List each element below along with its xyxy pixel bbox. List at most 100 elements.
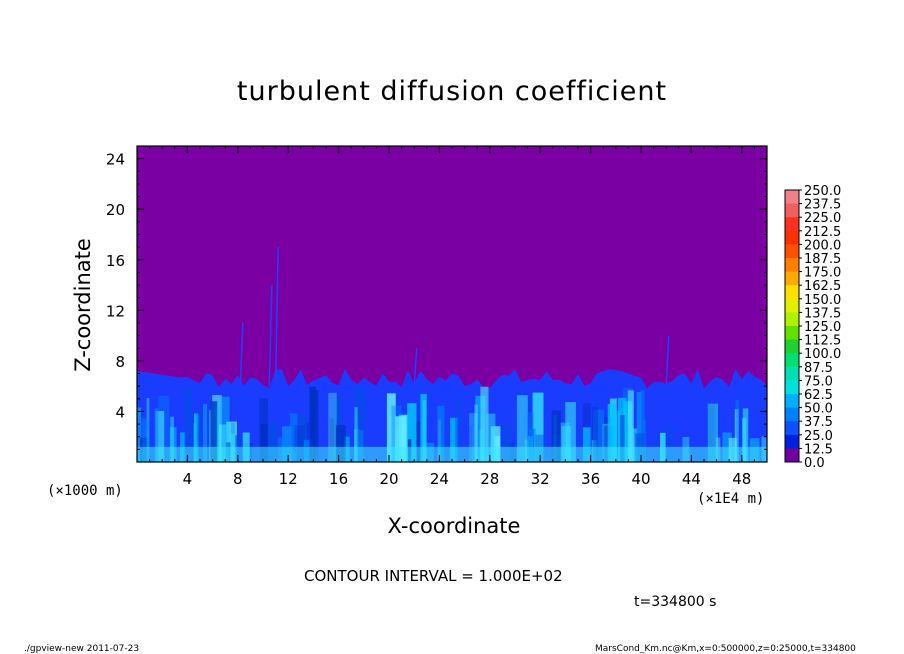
colorbar-cell bbox=[785, 366, 799, 381]
turbulence-filament bbox=[274, 247, 279, 387]
plume-streak bbox=[480, 386, 489, 462]
colorbar-tick-label: 75.0 bbox=[804, 374, 833, 389]
colorbar-tick-label: 112.5 bbox=[804, 334, 841, 349]
plume-streak bbox=[707, 403, 718, 462]
footer-left: ./gpview-new 2011-07-23 bbox=[24, 644, 140, 654]
colorbar-tick-label: 62.5 bbox=[804, 388, 833, 403]
plume-streak bbox=[294, 425, 305, 462]
plume-streak bbox=[502, 423, 513, 462]
turbulence-filament bbox=[268, 285, 273, 387]
colorbar-tick-label: 37.5 bbox=[804, 415, 833, 430]
plume-streak bbox=[516, 395, 528, 462]
turbulence-filament bbox=[665, 335, 670, 387]
footer-right: MarsCond_Km.nc@Km,x=0:500000,z=0:25000,t… bbox=[595, 644, 856, 654]
plume-streak bbox=[260, 424, 268, 462]
plume-streak bbox=[196, 409, 203, 462]
plume-streak bbox=[592, 407, 599, 462]
x-tick-label: 44 bbox=[682, 470, 701, 488]
plume-streak bbox=[627, 390, 634, 462]
plume-streak bbox=[335, 425, 346, 462]
plume-streak bbox=[479, 429, 485, 462]
plume-streak bbox=[146, 398, 150, 462]
plume-streak bbox=[194, 413, 199, 462]
time-label: t=334800 s bbox=[634, 594, 717, 610]
colorbar-tick-label: 187.5 bbox=[804, 252, 841, 267]
plume-streak bbox=[328, 392, 337, 462]
plume-streak bbox=[735, 400, 739, 462]
plume-streak bbox=[422, 400, 426, 462]
colorbar-tick-label: 162.5 bbox=[804, 279, 841, 294]
colorbar-cell bbox=[785, 407, 799, 422]
colorbar-cell bbox=[785, 298, 799, 313]
colorbar-tick-label: 125.0 bbox=[804, 320, 841, 335]
plume-streak bbox=[158, 395, 170, 462]
plume-streak bbox=[218, 424, 226, 462]
plume-streak bbox=[155, 411, 165, 462]
colorbar-cell bbox=[785, 217, 799, 232]
plume-streak bbox=[607, 404, 616, 462]
chart-title: turbulent diffusion coefficient bbox=[236, 76, 668, 107]
colorbar-tick-label: 50.0 bbox=[804, 402, 833, 417]
colorbar-tick-label: 25.0 bbox=[804, 429, 833, 444]
x-tick-label: 28 bbox=[480, 470, 499, 488]
plume-streak bbox=[593, 409, 605, 462]
plume-streak bbox=[184, 387, 192, 462]
plume-streak bbox=[742, 417, 747, 462]
x-tick-label: 4 bbox=[183, 470, 193, 488]
colorbar-cell bbox=[785, 326, 799, 341]
plume-streak bbox=[469, 425, 473, 462]
colorbar-cell bbox=[785, 230, 799, 245]
colorbar-cell bbox=[785, 394, 799, 409]
plume-streak bbox=[582, 427, 591, 462]
colorbar-tick-label: 175.0 bbox=[804, 266, 841, 281]
plume-streak bbox=[268, 423, 278, 462]
x-tick-label: 48 bbox=[732, 470, 751, 488]
plume-streak bbox=[329, 418, 338, 462]
y-tick-label: 12 bbox=[106, 302, 125, 320]
plume-streak bbox=[490, 426, 501, 462]
x-tick-label: 20 bbox=[379, 470, 398, 488]
plume-streak bbox=[386, 393, 396, 462]
y-tick-label: 24 bbox=[106, 151, 125, 169]
x-axis-label: X-coordinate bbox=[387, 514, 521, 538]
plume-streak bbox=[551, 410, 561, 462]
contour-interval-note: CONTOUR INTERVAL = 1.000E+02 bbox=[304, 567, 563, 585]
colorbar-cell bbox=[785, 271, 799, 286]
plume-streak bbox=[203, 404, 208, 462]
plume-streak bbox=[221, 396, 230, 462]
plume-streak bbox=[413, 421, 422, 462]
plume-streak bbox=[636, 392, 642, 462]
plume-streak bbox=[450, 417, 458, 462]
plume-streak bbox=[455, 397, 462, 462]
colorbar-cell bbox=[785, 434, 799, 449]
colorbar-cell-lowest bbox=[785, 448, 799, 462]
plume-streak bbox=[469, 413, 478, 462]
y-tick-label: 16 bbox=[106, 252, 125, 270]
plume-streak bbox=[532, 392, 544, 462]
colorbar-cell bbox=[785, 203, 799, 218]
plume-streak bbox=[298, 414, 306, 462]
plume-streak bbox=[141, 419, 150, 462]
plume-streak bbox=[395, 416, 407, 462]
plume-streak bbox=[420, 393, 427, 462]
x-tick-label: 40 bbox=[631, 470, 650, 488]
y-tick-label: 8 bbox=[115, 353, 125, 371]
plume-streak bbox=[170, 416, 174, 462]
plume-streak bbox=[623, 401, 632, 462]
x-tick-label: 36 bbox=[581, 470, 600, 488]
plume-streak bbox=[437, 405, 445, 462]
turbulence-filament bbox=[413, 348, 418, 387]
plume-streak bbox=[154, 408, 159, 462]
plume-streak bbox=[354, 407, 358, 462]
colorbar-tick-label: 200.0 bbox=[804, 238, 841, 253]
turbulent-layer bbox=[137, 247, 767, 462]
colorbar-tick-label: 212.5 bbox=[804, 225, 841, 240]
plume-streak bbox=[565, 402, 576, 462]
plume-streak bbox=[137, 407, 141, 462]
x-tick-label: 24 bbox=[430, 470, 449, 488]
x-tick-label: 12 bbox=[279, 470, 298, 488]
colorbar-cell bbox=[785, 190, 799, 205]
plume-streak bbox=[407, 403, 417, 462]
y-tick-label: 20 bbox=[106, 201, 125, 219]
plume-streak bbox=[640, 390, 645, 462]
